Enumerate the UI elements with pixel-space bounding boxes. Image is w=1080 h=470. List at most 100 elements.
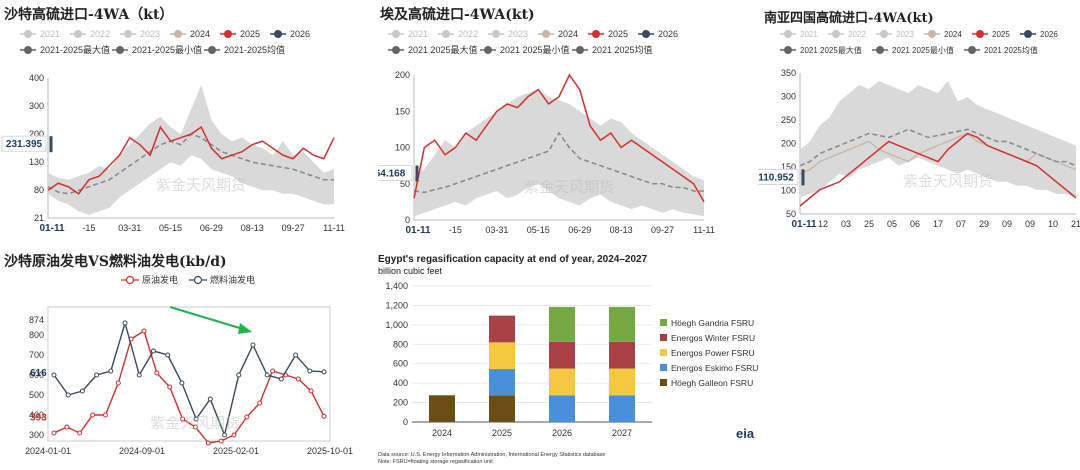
legend-label: 2021 2025最小值: [892, 45, 954, 55]
watermark: 紫金天风期货: [903, 173, 993, 190]
value-badge: [378, 165, 413, 181]
watermark: 紫金天风期货: [156, 177, 246, 194]
footnote: Note: FSRU=floating storage regasificati…: [378, 459, 493, 465]
x-tick-label: 2025-10-01: [307, 446, 353, 456]
legend-label: 2022: [848, 30, 866, 39]
data-point: [321, 369, 327, 375]
bar-segment: [549, 341, 575, 369]
data-point: [236, 372, 242, 378]
x-tick-label: 2024: [432, 428, 452, 438]
x-tick-label: 05: [887, 219, 897, 229]
data-point: [244, 414, 250, 420]
series-2024-line: [799, 132, 1077, 175]
legend-label: 2024: [558, 29, 578, 39]
data-point: [65, 392, 71, 398]
legend-swatch: [660, 334, 667, 341]
legend-marker: [876, 46, 884, 54]
legend-marker: [193, 275, 203, 285]
legend-label: Energos Winter FSRU: [671, 333, 755, 343]
chart-saudi-svg: 2021 2022 2023 2024 2025 2026 2021-2025最大值 2021…: [1, 29, 345, 234]
data-point: [218, 438, 224, 444]
y-tick-label: 600: [29, 370, 44, 380]
bar-segment: [549, 395, 575, 422]
x-tick-label: 06: [910, 219, 920, 229]
legend-label: 2025: [608, 29, 628, 39]
chart-title: Egypt's regasification capacity at end o…: [378, 254, 648, 265]
band-min-max: [800, 81, 1076, 198]
x-tick-label: 01-11: [791, 219, 816, 230]
x-tick-label: 25: [864, 219, 874, 229]
legend-marker: [74, 30, 82, 38]
legend-marker: [124, 30, 132, 38]
legend-marker: [274, 30, 282, 38]
legend-label: 2024: [944, 30, 962, 39]
y-tick-label: 250: [781, 115, 796, 125]
x-tick-label: 11-11: [323, 223, 345, 233]
x-tick-label: 01-11: [405, 225, 430, 236]
data-point: [122, 320, 128, 326]
legend-label: 2021 2025均值: [592, 44, 653, 55]
x-tick-label: -15: [449, 225, 462, 235]
value-label: 393: [30, 412, 47, 423]
legend-label: 2022: [90, 29, 110, 39]
value-label: 110.952: [758, 172, 794, 183]
data-point: [136, 372, 142, 378]
x-tick-label: 03-31: [485, 225, 508, 235]
legend-marker: [392, 30, 400, 38]
legend-marker: [642, 30, 650, 38]
x-tick-label: 2025: [492, 428, 512, 438]
legend-label: 2021: [40, 29, 60, 39]
bar-segment: [489, 369, 515, 396]
y-tick-label: 150: [781, 162, 796, 172]
data-point: [102, 412, 108, 418]
chart-egypt-svg: 2021 2022 2023 2024 2025 2026 2021 2025最大值 2021…: [378, 29, 715, 236]
data-point: [154, 370, 160, 376]
bar-segment: [489, 315, 515, 343]
y-tick-label: 130: [29, 157, 44, 167]
x-tick-label: 08-13: [610, 225, 633, 235]
series-avg-line: [413, 131, 704, 194]
data-point: [179, 380, 185, 386]
chart-egypt: 埃及高硫进口-4WA(kt) 2021 2022 2023 2024 2025 2026 2…: [378, 0, 718, 240]
y-tick-label: 400: [29, 73, 44, 83]
legend-swatch: [660, 319, 667, 326]
data-point: [51, 430, 57, 436]
y-tick-label: 200: [781, 139, 796, 149]
bar-segment: [429, 395, 455, 422]
data-point: [167, 384, 173, 390]
legend-swatch: [660, 379, 667, 386]
watermark: 紫金天风期货: [524, 179, 614, 196]
x-tick-label: 09-27: [651, 225, 674, 235]
data-point: [207, 396, 213, 402]
legend-marker: [976, 30, 984, 38]
legend-marker: [208, 46, 216, 54]
data-point: [205, 440, 211, 446]
legend-marker: [968, 46, 976, 54]
bar-segment: [609, 341, 635, 369]
y-tick-label: 800: [29, 330, 44, 340]
band-min-max: [414, 89, 704, 217]
series-2025-line: [799, 132, 1077, 207]
legend-marker: [392, 46, 400, 54]
bar-segment: [609, 306, 635, 342]
series-line-crude: [53, 329, 325, 444]
data-point: [90, 412, 96, 418]
legend-marker: [224, 30, 232, 38]
legend-marker: [784, 46, 792, 54]
legend-label: 2025: [992, 30, 1010, 39]
legend-label: 2026: [290, 29, 310, 39]
data-point: [257, 400, 263, 406]
data-point: [307, 368, 313, 374]
y-tick-label: 400: [393, 378, 408, 388]
legend-label: 2021 2025均值: [984, 45, 1038, 55]
data-point: [270, 368, 276, 374]
legend-marker: [592, 30, 600, 38]
x-tick-label: 2027: [612, 428, 632, 438]
chart-title: 埃及高硫进口-4WA(kt): [380, 7, 535, 23]
legend-label: 原油发电: [142, 274, 178, 285]
chart-title: 南亚四国高硫进口-4WA(kt): [764, 11, 934, 26]
x-tick-label: 01-11: [39, 223, 64, 234]
y-tick-label: 300: [29, 101, 44, 111]
x-tick-label: 05-15: [159, 223, 182, 233]
legend-marker: [832, 30, 840, 38]
